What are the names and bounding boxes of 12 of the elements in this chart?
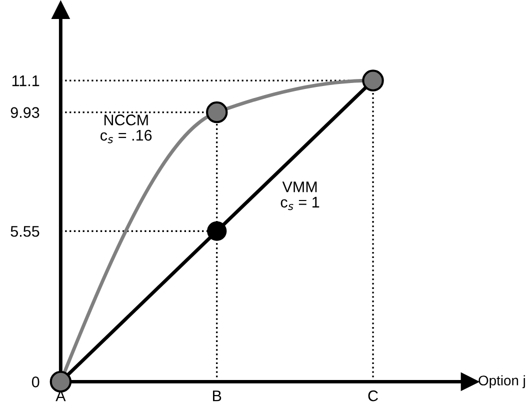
annotation: VMM c$_{s}$ = 1 [280,182,320,210]
point [50,370,72,393]
y-tick-label: 11.1 [12,76,40,86]
y-tick-label: 9.93 [10,107,40,118]
x-tick-label: B [213,390,222,402]
y-tick-label: 5.55 [10,226,40,237]
point [206,101,228,124]
point [362,70,384,92]
x-axis-title: Option j [478,375,525,388]
x-tick-label: C [368,390,378,402]
annotation: NCCM c$_{s}$ = .16 [100,114,152,144]
y-tick-label: 0 [32,376,40,388]
